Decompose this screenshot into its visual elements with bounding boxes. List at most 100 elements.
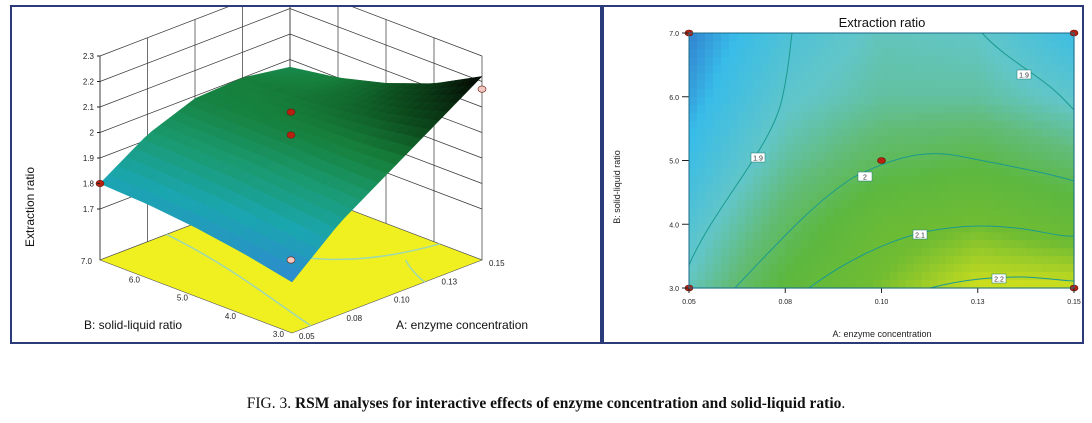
heatmap-cell — [1009, 192, 1019, 201]
heatmap-cell — [689, 48, 698, 58]
heatmap-cell — [977, 136, 987, 146]
heatmap-cell — [905, 112, 915, 122]
contour-line-1.9-right — [981, 32, 1075, 111]
heatmap-cell — [745, 224, 754, 233]
heatmap-cell — [889, 128, 899, 138]
z-tick-label: 1.9 — [83, 154, 95, 163]
heatmap-cell — [977, 96, 987, 106]
heatmap-cell — [1033, 128, 1043, 138]
heatmap-cell — [905, 176, 915, 186]
heatmap-cell — [697, 240, 706, 249]
heatmap-cell — [889, 176, 899, 186]
heatmap-cell — [865, 56, 875, 66]
heatmap-cell — [761, 224, 770, 233]
heatmap-cell — [1017, 280, 1027, 289]
heatmap-cell — [929, 136, 939, 146]
heatmap-cell — [801, 72, 810, 82]
heatmap-cell — [1009, 104, 1019, 114]
x-tick-label: 0.10 — [875, 299, 889, 306]
heatmap-cell — [1001, 136, 1011, 146]
contour-label: 1.9 — [753, 156, 763, 163]
heatmap-cell — [841, 216, 851, 225]
heatmap-cell — [825, 144, 834, 154]
contour-title: Extraction ratio — [839, 15, 926, 30]
heatmap-cell — [1017, 128, 1027, 138]
heatmap-cell — [849, 208, 859, 217]
heatmap-cell — [793, 144, 802, 154]
heatmap-cell — [777, 128, 786, 138]
heatmap-cell — [761, 104, 770, 114]
heatmap-cell — [689, 248, 698, 257]
heatmap-cell — [953, 120, 963, 130]
heatmap-cell — [905, 272, 915, 281]
heatmap-cell — [1057, 112, 1067, 122]
heatmap-cell — [777, 248, 786, 257]
heatmap-cell — [969, 96, 979, 106]
heatmap-cell — [921, 280, 931, 289]
heatmap-cell — [1057, 224, 1067, 233]
heatmap-cell — [961, 216, 971, 225]
heatmap-cell — [881, 128, 891, 138]
heatmap-cell — [865, 200, 875, 209]
heatmap-cell — [977, 80, 987, 90]
heatmap-cell — [745, 216, 754, 225]
heatmap-cell — [849, 256, 859, 265]
heatmap-cell — [785, 56, 794, 66]
heatmap-cell — [1057, 264, 1067, 273]
heatmap-cell — [905, 96, 915, 106]
heatmap-cell — [889, 272, 899, 281]
heatmap-cell — [873, 80, 883, 90]
heatmap-cell — [913, 272, 923, 281]
heatmap-cell — [705, 72, 714, 82]
heatmap-cell — [761, 33, 770, 42]
heatmap-cell — [785, 33, 794, 42]
heatmap-cell — [705, 136, 714, 146]
heatmap-cell — [969, 200, 979, 209]
heatmap-cell — [753, 120, 762, 130]
heatmap-cell — [721, 248, 730, 257]
heatmap-cell — [969, 136, 979, 146]
z-tick-label: 2.1 — [83, 103, 95, 112]
figure-caption: FIG. 3. RSM analyses for interactive eff… — [0, 395, 1092, 413]
heatmap-cell — [937, 112, 947, 122]
heatmap-cell — [697, 136, 706, 146]
heatmap-cell — [881, 33, 891, 42]
heatmap-cell — [737, 56, 746, 66]
heatmap-cell — [841, 120, 851, 130]
heatmap-cell — [1033, 176, 1043, 186]
heatmap-cell — [833, 272, 842, 281]
heatmap-cell — [689, 208, 698, 217]
heatmap-cell — [1049, 272, 1059, 281]
heatmap-cell — [865, 80, 875, 90]
heatmap-cell — [889, 33, 899, 42]
heatmap-cell — [1041, 96, 1051, 106]
heatmap-cell — [953, 56, 963, 66]
heatmap-cell — [865, 152, 875, 162]
heatmap-cell — [953, 240, 963, 249]
heatmap-cell — [825, 272, 834, 281]
heatmap-cell — [849, 272, 859, 281]
heatmap-cell — [921, 88, 931, 98]
heatmap-cell — [1009, 144, 1019, 154]
heatmap-cell — [1049, 192, 1059, 201]
heatmap-cell — [753, 280, 762, 289]
heatmap-cell — [929, 200, 939, 209]
heatmap-cell — [873, 96, 883, 106]
heatmap-cell — [873, 280, 883, 289]
heatmap-cell — [1065, 208, 1075, 217]
heatmap-cell — [841, 56, 851, 66]
heatmap-cell — [785, 264, 794, 273]
heatmap-cell — [1025, 56, 1035, 66]
heatmap-cell — [753, 208, 762, 217]
heatmap-cell — [1049, 136, 1059, 146]
heatmap-cell — [705, 120, 714, 130]
heatmap-cell — [785, 136, 794, 146]
heatmap-cell — [777, 64, 786, 74]
heatmap-cell — [1033, 112, 1043, 122]
heatmap-cell — [793, 232, 802, 241]
heatmap-cell — [809, 144, 818, 154]
heatmap-cell — [905, 248, 915, 257]
heatmap-cell — [793, 128, 802, 138]
heatmap-cell — [937, 232, 947, 241]
heatmap-cell — [785, 248, 794, 257]
